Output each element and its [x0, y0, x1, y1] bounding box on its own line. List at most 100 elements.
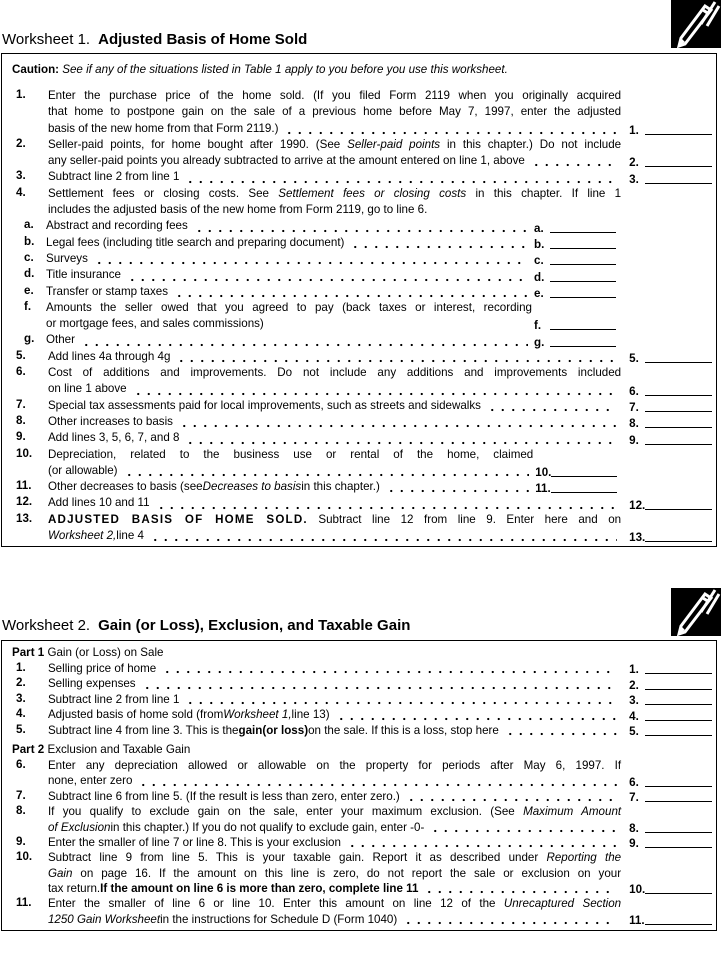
amount-field[interactable]	[550, 319, 616, 331]
amount-field[interactable]	[645, 776, 712, 787]
amount-field[interactable]	[645, 883, 712, 895]
line-ref: 6.	[629, 775, 639, 789]
amount-field[interactable]	[550, 254, 616, 266]
text-segment: or mortgage fees, and sales commissions)	[46, 317, 264, 331]
amount-field[interactable]	[645, 791, 712, 803]
amount-field[interactable]	[550, 222, 616, 233]
line-number: 9.	[16, 834, 26, 848]
answer: 5.	[621, 725, 716, 738]
amount-field[interactable]	[645, 417, 712, 429]
amount-field[interactable]	[645, 401, 712, 412]
text-line: includes the adjusted basis of the new h…	[48, 202, 621, 218]
amount-field[interactable]	[645, 499, 712, 510]
text-segment: Subtract line 9 from line 5. This is you…	[47, 851, 547, 865]
text-segment: Title insurance	[46, 268, 121, 282]
text-line: Enter any depreciation allowed or allowa…	[48, 758, 621, 773]
line-item: f. Amounts the seller owed that you agree…	[2, 300, 716, 332]
amount-field[interactable]	[550, 238, 616, 249]
text-segment: on line 1 above	[47, 382, 127, 396]
amount-field[interactable]	[645, 352, 712, 364]
line-text: Legal fees (including title search and p…	[46, 235, 532, 251]
sub-answer: a.	[532, 222, 620, 235]
sub-item-letter: e.	[24, 283, 34, 297]
sub-item-letter: a.	[24, 218, 34, 232]
text-line: Enter the smaller of line 6 or line 10. …	[48, 896, 621, 911]
line-number: 7.	[16, 397, 26, 411]
text-line: on line 1 above	[48, 381, 621, 397]
amount-field[interactable]	[645, 694, 712, 706]
text-line: Special tax assessments paid for local i…	[48, 398, 621, 414]
text-segment: in this chapter. If line 1	[475, 186, 622, 200]
line-ref: 3.	[629, 694, 639, 708]
amount-field[interactable]	[645, 710, 712, 721]
line-ref: 5.	[629, 352, 639, 366]
text-segment: Seller-paid points	[347, 137, 441, 151]
line-text: Transfer or stamp taxes	[46, 284, 532, 300]
line-ref: 7.	[629, 791, 639, 805]
text-segment: basis of the new home from that Form 211…	[47, 121, 279, 135]
amount-field[interactable]	[645, 822, 712, 833]
amount-field[interactable]	[645, 124, 712, 135]
line-number: 13.	[16, 511, 33, 525]
text-line: of Exclusion in this chapter.) If you do…	[48, 820, 621, 835]
amount-field[interactable]	[645, 173, 712, 184]
answer: 13.	[621, 531, 716, 544]
line-item: 4. Settlement fees or closing costs. See …	[2, 186, 716, 219]
text-segment: Abstract and recording fees	[46, 219, 188, 233]
answer: 1.	[621, 124, 716, 137]
pencil-icon	[671, 0, 721, 49]
amount-field[interactable]	[645, 725, 712, 736]
amount-field[interactable]	[551, 466, 618, 478]
text-segment: Enter the smaller of line 7 or line 8. T…	[47, 835, 341, 849]
worksheet-1: Caution: See if any of the situations li…	[1, 53, 717, 547]
text-line: Selling expenses	[48, 676, 621, 691]
amount-field[interactable]	[645, 663, 712, 675]
amount-field[interactable]	[550, 271, 616, 282]
dot-leader	[346, 844, 618, 849]
text-segment: If you qualify to exclude gain on the sa…	[47, 805, 524, 819]
part-title: Gain (or Loss) on Sale	[47, 646, 164, 659]
line-ref: a.	[534, 221, 544, 235]
line-item: 13. ADJUSTED BASIS OF HOME SOLD. Subtract…	[2, 511, 716, 545]
line-item: 7. Subtract line 6 from line 5. (If the r…	[2, 789, 716, 804]
amount-field[interactable]	[645, 434, 712, 445]
amount-field[interactable]	[550, 287, 616, 298]
amount-field[interactable]	[645, 531, 712, 543]
text-line: (or allowable)	[48, 463, 533, 479]
amount-field[interactable]	[645, 385, 712, 396]
line-text: Add lines 10 and 11	[48, 495, 621, 511]
sub-answer: e.	[532, 287, 620, 300]
amount-field[interactable]	[645, 837, 712, 849]
text-segment: Enter the purchase price of the home sol…	[47, 89, 622, 102]
answer: 7.	[621, 401, 716, 414]
text-line: Subtract line 4 from line 3. This is the…	[48, 723, 621, 738]
text-line: Surveys	[46, 251, 532, 267]
amount-field[interactable]	[551, 482, 618, 494]
line-text: Enter any depreciation allowed or allowa…	[48, 758, 621, 789]
line-item: 1. Enter the purchase price of the home s…	[2, 88, 716, 137]
line-text: ADJUSTED BASIS OF HOME SOLD. Subtract li…	[48, 512, 621, 545]
amount-field[interactable]	[550, 336, 616, 347]
text-segment: in this chapter.)	[301, 480, 380, 494]
line-item: 6. Enter any depreciation allowed or allo…	[2, 758, 716, 789]
line-item: 5. Subtract line 4 from line 3. This is t…	[2, 723, 716, 738]
worksheet-label: Worksheet 2.	[2, 617, 91, 634]
amount-field[interactable]	[645, 914, 712, 926]
line-item: 9. Enter the smaller of line 7 or line 8.…	[2, 835, 716, 850]
line-ref: 2.	[629, 156, 639, 170]
line-ref: 12.	[629, 498, 646, 512]
line-number: 4.	[16, 707, 26, 721]
line-number: 6.	[16, 757, 26, 771]
line-text: If you qualify to exclude gain on the sa…	[48, 804, 621, 835]
text-line: 1250 Gain Worksheet in the instructions …	[48, 912, 621, 927]
amount-field[interactable]	[645, 156, 712, 168]
answer: 9.	[621, 434, 716, 447]
dot-leader	[174, 293, 528, 298]
text-line: Add lines 10 and 11	[48, 495, 621, 511]
line-ref: e.	[534, 286, 544, 300]
part-label: Part 2	[12, 742, 45, 756]
answer: 8.	[621, 417, 716, 430]
amount-field[interactable]	[645, 679, 712, 690]
text-segment: Seller-paid points, for home bought afte…	[47, 137, 348, 151]
line-ref: 4.	[629, 709, 639, 723]
